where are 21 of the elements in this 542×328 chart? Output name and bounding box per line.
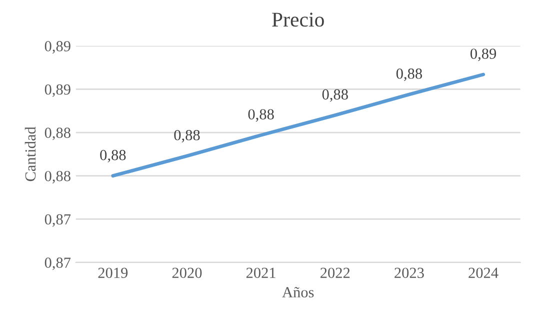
x-axis-title: Años <box>282 286 314 298</box>
x-tick-label: 2023 <box>394 268 424 278</box>
x-tick-label: 2022 <box>320 268 350 278</box>
data-label: 0,88 <box>248 109 274 122</box>
data-label: 0,88 <box>174 130 200 142</box>
data-label: 0,88 <box>396 68 422 82</box>
y-tick-label: 0,87 <box>44 214 71 227</box>
data-label: 0,88 <box>322 89 348 102</box>
y-tick-label: 0,89 <box>44 84 70 97</box>
data-label: 0,88 <box>100 150 126 162</box>
data-label: 0,89 <box>470 48 496 62</box>
y-axis-title: Cantidad <box>24 126 36 182</box>
x-tick-label: 2024 <box>468 268 498 278</box>
y-tick-label: 0,88 <box>44 170 70 184</box>
y-tick-label: 0,87 <box>44 258 71 270</box>
x-tick-label: 2019 <box>98 268 128 278</box>
y-tick-label: 0,89 <box>44 41 70 54</box>
x-tick-label: 2020 <box>172 268 202 278</box>
y-tick-label: 0,88 <box>44 128 70 140</box>
x-tick-label: 2021 <box>246 268 276 278</box>
chart-title: Precio <box>272 12 324 27</box>
